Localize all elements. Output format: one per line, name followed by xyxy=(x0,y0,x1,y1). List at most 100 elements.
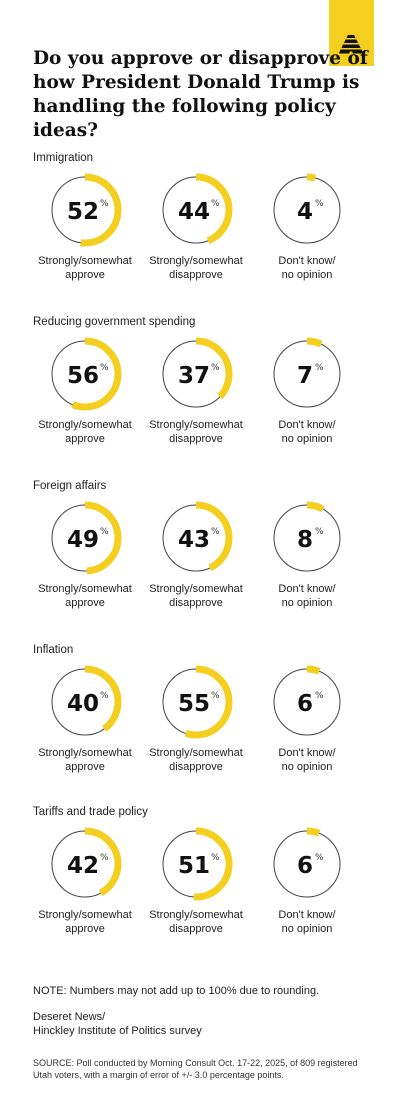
series-label: Strongly/somewhat approve xyxy=(33,908,137,936)
value-label: 7 xyxy=(297,363,313,389)
series-label-line: no opinion xyxy=(281,269,333,281)
series-label-line: approve xyxy=(65,761,105,773)
source-note: SOURCE: Poll conducted by Morning Consul… xyxy=(33,1058,358,1080)
series-label-line: Don't know/ xyxy=(278,583,336,595)
donut-item: 51% Strongly/somewhat disapprove xyxy=(144,826,248,936)
percent-sign: % xyxy=(100,199,109,209)
rounding-note: NOTE: Numbers may not add up to 100% due… xyxy=(33,985,320,997)
value-arc xyxy=(159,827,233,901)
series-label-line: Strongly/somewhat xyxy=(38,255,132,267)
series-label-line: disapprove xyxy=(169,433,223,445)
value-arc xyxy=(48,173,122,247)
series-label-line: no opinion xyxy=(281,597,333,609)
value-arc xyxy=(270,827,344,901)
donut-item: 43% Strongly/somewhat disapprove xyxy=(144,500,248,610)
series-label: Don't know/no opinion xyxy=(255,582,359,610)
series-label: Strongly/somewhat disapprove xyxy=(144,908,248,936)
series-label-line: no opinion xyxy=(281,433,333,445)
value-label: 8 xyxy=(297,527,313,553)
policy-section: Foreign affairs 49% Strongly/somewhat appro… xyxy=(0,480,400,640)
series-label-line: Don't know/ xyxy=(278,747,336,759)
brand-logo xyxy=(329,0,374,66)
value-label: 49 xyxy=(67,527,99,553)
series-label-line: Strongly/somewhat xyxy=(38,909,132,921)
donut-ring: 4% xyxy=(270,173,344,247)
series-label-line: disapprove xyxy=(169,923,223,935)
donut-ring: 40% xyxy=(48,665,122,739)
series-label-line: Strongly/somewhat xyxy=(149,583,243,595)
series-label-line: disapprove xyxy=(169,597,223,609)
donut-ring: 56% xyxy=(48,337,122,411)
series-label-line: approve xyxy=(65,433,105,445)
series-label-line: approve xyxy=(65,597,105,609)
series-label-line: Don't know/ xyxy=(278,255,336,267)
value-arc xyxy=(159,665,233,739)
percent-sign: % xyxy=(315,691,324,701)
series-label: Strongly/somewhat approve xyxy=(33,254,137,282)
series-label: Don't know/no opinion xyxy=(255,254,359,282)
series-label: Strongly/somewhat disapprove xyxy=(144,254,248,282)
percent-sign: % xyxy=(211,853,220,863)
donut-item: 55% Strongly/somewhat disapprove xyxy=(144,664,248,774)
donut-item: 42% Strongly/somewhat approve xyxy=(33,826,137,936)
series-label: Strongly/somewhat approve xyxy=(33,746,137,774)
percent-sign: % xyxy=(211,363,220,373)
series-label-line: approve xyxy=(65,923,105,935)
percent-sign: % xyxy=(211,691,220,701)
percent-sign: % xyxy=(100,363,109,373)
beehive-icon xyxy=(339,35,363,55)
credit-line: Hinckley Institute of Politics survey xyxy=(33,1025,202,1037)
donut-item: 49% Strongly/somewhat approve xyxy=(33,500,137,610)
series-label-line: Don't know/ xyxy=(278,419,336,431)
series-label: Don't know/no opinion xyxy=(255,746,359,774)
value-arc xyxy=(159,337,233,411)
percent-sign: % xyxy=(211,199,220,209)
series-label: Strongly/somewhat disapprove xyxy=(144,582,248,610)
series-label-line: Strongly/somewhat xyxy=(149,419,243,431)
series-label-line: approve xyxy=(65,269,105,281)
value-label: 43 xyxy=(178,527,210,553)
series-label: Don't know/no opinion xyxy=(255,908,359,936)
value-arc xyxy=(270,173,344,247)
value-label: 56 xyxy=(67,363,99,389)
series-label-line: no opinion xyxy=(281,761,333,773)
percent-sign: % xyxy=(211,527,220,537)
credit: Deseret News/ Hinckley Institute of Poli… xyxy=(33,1010,202,1038)
donut-item: 7% Don't know/no opinion xyxy=(255,336,359,446)
donut-ring: 42% xyxy=(48,827,122,901)
value-label: 6 xyxy=(297,853,313,879)
percent-sign: % xyxy=(100,527,109,537)
donut-ring: 43% xyxy=(159,501,233,575)
donut-item: 4% Don't know/no opinion xyxy=(255,172,359,282)
donut-ring: 52% xyxy=(48,173,122,247)
value-label: 42 xyxy=(67,853,99,879)
credit-line: Deseret News/ xyxy=(33,1011,106,1023)
value-arc xyxy=(48,501,122,575)
value-label: 37 xyxy=(178,363,210,389)
value-label: 4 xyxy=(297,199,313,225)
value-arc xyxy=(270,665,344,739)
value-arc xyxy=(159,501,233,575)
percent-sign: % xyxy=(315,853,324,863)
series-label-line: Strongly/somewhat xyxy=(149,747,243,759)
series-label: Strongly/somewhat disapprove xyxy=(144,418,248,446)
donut-item: 40% Strongly/somewhat approve xyxy=(33,664,137,774)
series-label-line: Strongly/somewhat xyxy=(38,419,132,431)
donut-item: 6% Don't know/no opinion xyxy=(255,664,359,774)
series-label-line: disapprove xyxy=(169,761,223,773)
series-label-line: Don't know/ xyxy=(278,909,336,921)
series-label-line: Strongly/somewhat xyxy=(38,747,132,759)
donut-ring: 49% xyxy=(48,501,122,575)
section-title: Immigration xyxy=(33,152,94,164)
series-label-line: Strongly/somewhat xyxy=(149,255,243,267)
series-label-line: no opinion xyxy=(281,923,333,935)
series-label: Don't know/no opinion xyxy=(255,418,359,446)
donut-item: 8% Don't know/no opinion xyxy=(255,500,359,610)
donut-ring: 8% xyxy=(270,501,344,575)
value-label: 44 xyxy=(178,199,210,225)
series-label: Strongly/somewhat approve xyxy=(33,582,137,610)
section-title: Tariffs and trade policy xyxy=(33,806,148,818)
donut-item: 44% Strongly/somewhat disapprove xyxy=(144,172,248,282)
section-title: Reducing government spending xyxy=(33,316,196,328)
policy-section: Inflation 40% Strongly/somewhat approve 55% S… xyxy=(0,644,400,804)
